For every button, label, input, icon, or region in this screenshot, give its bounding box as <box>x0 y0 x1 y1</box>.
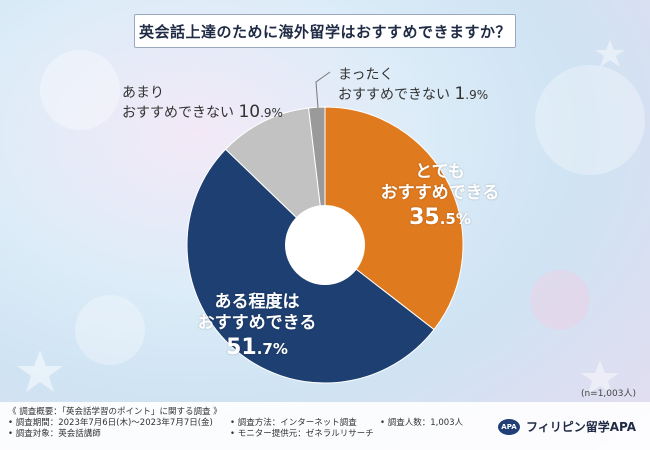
label-not-much-line2: おすすめできない 10.9% <box>122 103 283 123</box>
label-not-much-unit: % <box>271 106 283 120</box>
pie-slice-not_much <box>224 107 326 247</box>
survey-count: • 調査人数：1,003人 <box>380 418 464 428</box>
footer <box>0 402 650 450</box>
chart-title: 英会話上達のために海外留学はおすすめできますか？ <box>134 14 516 48</box>
label-very-unit: % <box>455 210 471 228</box>
pie-slice-very <box>324 106 464 331</box>
label-very-line2: おすすめできる <box>380 183 500 203</box>
label-not-at-all-text: おすすめできない <box>338 87 450 103</box>
survey-target: • 調査対象：英会話講師 <box>8 429 101 439</box>
sample-size: (n=1,003人) <box>580 389 636 399</box>
label-not-much-dec: .9 <box>260 106 272 120</box>
brand-logo: APA フィリピン留学APA <box>497 418 636 435</box>
label-not-at-all-int: 1 <box>454 84 466 104</box>
label-not-much-line1: あまり <box>122 85 164 101</box>
label-not-at-all: まったく おすすめできない 1.9% <box>338 66 488 105</box>
label-not-at-all-line1: まったく <box>338 67 394 83</box>
survey-method: • 調査方法：インターネット調査 <box>230 418 357 428</box>
label-somewhat-dec: .7 <box>256 340 273 358</box>
label-very: とても おすすめできる 35.5% <box>365 162 515 233</box>
label-somewhat-value: 51.7% <box>182 334 332 363</box>
label-not-at-all-unit: % <box>476 88 489 102</box>
label-not-much-text: おすすめできない <box>122 105 234 121</box>
label-not-much: あまり おすすめできない 10.9% <box>122 84 283 123</box>
label-very-value: 35.5% <box>365 204 515 233</box>
label-somewhat-line1: ある程度は <box>214 292 300 312</box>
label-not-much-int: 10 <box>238 102 261 122</box>
label-very-line1: とても <box>415 162 465 182</box>
label-not-at-all-line2: おすすめできない 1.9% <box>338 85 488 105</box>
brand-name: フィリピン留学APA <box>525 420 636 434</box>
donut-hole <box>285 205 365 285</box>
label-not-at-all-dec: .9 <box>465 88 477 102</box>
leader-line-not-at-all <box>315 71 331 109</box>
label-somewhat-unit: % <box>272 340 288 358</box>
brand-badge-icon: APA <box>497 418 520 435</box>
survey-overview: 《 調査概要：「英会話学習のポイント」に関する調査 》 <box>8 407 222 417</box>
label-somewhat: ある程度は おすすめできる 51.7% <box>182 292 332 363</box>
label-very-dec: .5 <box>439 210 456 228</box>
label-somewhat-line2: おすすめできる <box>197 313 317 333</box>
survey-period: • 調査期間：2023年7月6日(木)〜2023年7月7日(金) <box>8 418 213 428</box>
survey-provider: • モニター提供元：ゼネラルリサーチ <box>230 429 374 439</box>
label-very-int: 35 <box>409 205 440 230</box>
label-somewhat-int: 51 <box>226 335 257 360</box>
